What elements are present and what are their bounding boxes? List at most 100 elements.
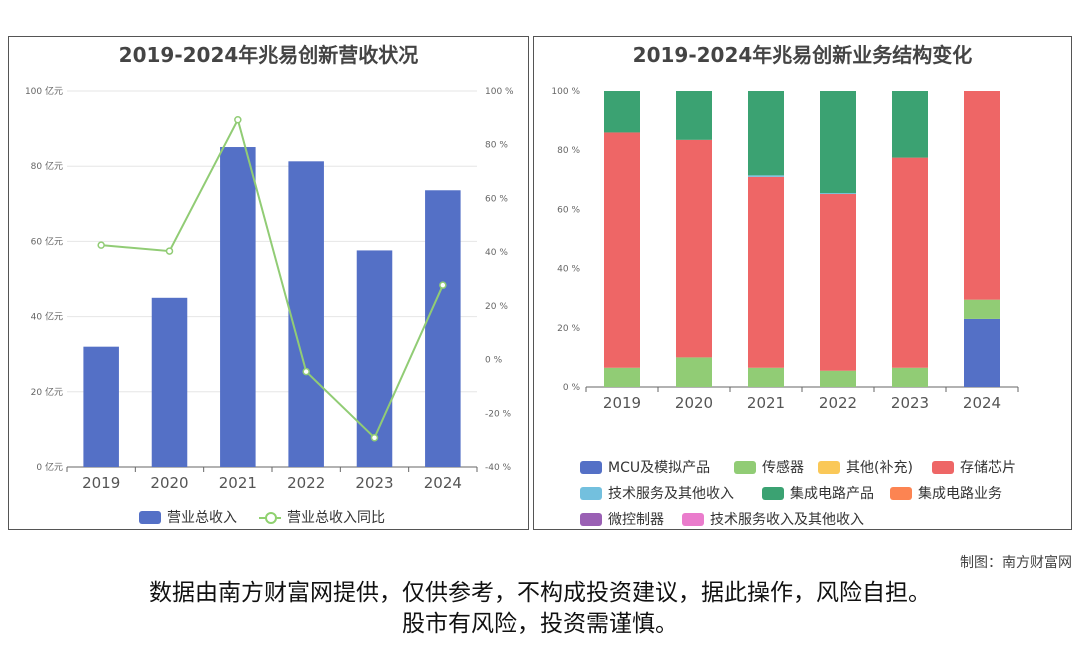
x-tick-label: 2022 — [819, 394, 857, 412]
stacked-bar-segment — [676, 139, 712, 358]
revenue-bar — [356, 250, 393, 467]
revenue-yoy-point — [302, 367, 310, 376]
revenue-bar — [151, 297, 188, 467]
legend-label-revenue: 营业总收入 — [167, 510, 237, 526]
legend-label: 其他(补充) — [846, 460, 913, 476]
legend-swatch — [734, 460, 756, 474]
revenue-yoy-point — [439, 281, 447, 289]
legend-item[interactable]: 其他(补充) — [818, 457, 913, 477]
stacked-bar-segment — [604, 91, 640, 133]
legend-label: 集成电路产品 — [790, 486, 874, 502]
legend-swatch-revenue-yoy — [259, 511, 281, 524]
y-right-tick-label: 0 % — [485, 356, 503, 366]
x-tick-label: 2020 — [675, 394, 713, 412]
y-right-tick-label: 60 % — [485, 194, 508, 204]
legend-swatch — [890, 486, 912, 500]
legend-item[interactable]: 传感器 — [734, 457, 804, 477]
disclaimer: 数据由南方财富网提供，仅供参考，不构成投资建议，据此操作，风险自担。 股市有风险… — [0, 578, 1080, 640]
legend-item[interactable]: MCU及模拟产品 — [580, 457, 710, 477]
stacked-bar-segment — [604, 367, 640, 387]
legend-item[interactable]: 技术服务收入及其他收入 — [682, 509, 864, 529]
y-left-tick-label: 40 亿元 — [31, 311, 63, 323]
stacked-bar-segment — [676, 357, 712, 387]
y-tick-label: 40 % — [557, 265, 580, 275]
structure-chart-plot: 0 % 20 % 40 % 60 % 80 % 100 % 2019 2020 2021 2022… — [551, 87, 1019, 412]
x-tick-label: 2021 — [747, 394, 785, 412]
legend-item[interactable]: 技术服务及其他收入 — [580, 483, 734, 503]
y-left-tick-label: 80 亿元 — [31, 160, 63, 172]
legend-label: 存储芯片 — [960, 460, 1016, 476]
y-right-tick-label: 20 % — [485, 302, 508, 312]
legend-item-revenue[interactable]: 营业总收入 — [139, 507, 237, 527]
structure-chart-title: 2019-2024年兆易创新业务结构变化 — [632, 43, 973, 67]
legend-swatch — [762, 486, 784, 500]
stacked-bar-segment — [748, 367, 784, 387]
legend-item[interactable]: 集成电路业务 — [890, 483, 1002, 503]
revenue-bar — [83, 346, 119, 467]
revenue-bar — [425, 190, 461, 467]
x-tick-label: 2019 — [82, 474, 120, 492]
disclaimer-line-2: 股市有风险，投资需谨慎。 — [402, 611, 678, 637]
y-tick-label: 100 % — [551, 87, 580, 97]
x-tick-label: 2024 — [963, 394, 1001, 412]
stacked-bar-segment — [964, 91, 1000, 300]
x-tick-label: 2019 — [603, 394, 641, 412]
legend-label: 微控制器 — [608, 512, 664, 528]
y-left-tick-label: 20 亿元 — [31, 386, 63, 398]
y-tick-label: 60 % — [557, 205, 580, 215]
legend-label: 技术服务收入及其他收入 — [710, 512, 864, 528]
stacked-bar-segment — [820, 194, 856, 371]
y-right-tick-label: 80 % — [485, 141, 508, 151]
y-left-tick-label: 0 亿元 — [36, 461, 63, 473]
legend-item[interactable]: 微控制器 — [580, 509, 664, 529]
legend-item[interactable]: 集成电路产品 — [762, 483, 874, 503]
legend-swatch — [682, 512, 704, 526]
revenue-yoy-line — [101, 117, 444, 440]
stacked-bar-segment — [892, 367, 928, 387]
stacked-bar-segment — [964, 318, 1000, 387]
x-tick-label: 2022 — [287, 474, 325, 492]
stacked-bar-segment — [748, 175, 784, 177]
x-tick-label: 2023 — [891, 394, 929, 412]
legend-label: 集成电路业务 — [918, 486, 1002, 502]
legend-item-revenue-yoy[interactable]: 营业总收入同比 — [259, 507, 385, 527]
stacked-bar-segment — [748, 176, 784, 368]
revenue-chart-plot: 0 亿元 20 亿元 40 亿元 60 亿元 80 亿元 100 亿元 -40 % -20 %… — [25, 85, 514, 492]
revenue-chart-panel: 2019-2024年兆易创新营收状况 0 亿元 20 亿元 40 亿元 60 亿元 80… — [8, 36, 529, 530]
revenue-yoy-point — [370, 433, 379, 442]
y-left-tick-label: 100 亿元 — [25, 85, 63, 97]
stacked-bar-segment — [820, 370, 856, 387]
x-tick-label: 2020 — [150, 474, 188, 492]
legend-swatch-revenue — [139, 510, 161, 524]
stacked-bar-segment — [964, 299, 1000, 319]
chart-credit: 制图：南方财富网 — [960, 555, 1072, 571]
stacked-bar-segment — [892, 157, 928, 368]
y-right-tick-label: 100 % — [485, 87, 514, 97]
legend-item[interactable]: 存储芯片 — [932, 457, 1016, 477]
legend-swatch — [580, 512, 602, 526]
y-tick-label: 20 % — [557, 324, 580, 334]
revenue-bar — [288, 161, 324, 467]
y-tick-label: 0 % — [563, 383, 581, 393]
y-right-tick-label: -20 % — [485, 409, 512, 419]
y-tick-label: 80 % — [557, 146, 580, 156]
revenue-yoy-point — [165, 247, 174, 255]
y-left-tick-label: 60 亿元 — [31, 235, 63, 247]
x-tick-label: 2023 — [355, 474, 393, 492]
revenue-yoy-point — [234, 115, 242, 124]
revenue-yoy-point — [97, 241, 105, 249]
revenue-chart-title: 2019-2024年兆易创新营收状况 — [118, 43, 419, 67]
x-tick-label: 2024 — [424, 474, 462, 492]
x-tick-label: 2021 — [219, 474, 257, 492]
stacked-bar-segment — [676, 91, 712, 140]
revenue-bar — [220, 147, 256, 468]
stacked-bar-segment — [892, 91, 928, 158]
stacked-bar-segment — [748, 91, 784, 176]
stacked-bar-segment — [820, 91, 856, 194]
legend-label-revenue-yoy: 营业总收入同比 — [287, 510, 385, 526]
legend-swatch — [580, 486, 602, 500]
legend-swatch — [580, 460, 602, 474]
legend-label: 传感器 — [762, 460, 804, 476]
legend-swatch — [932, 460, 954, 474]
structure-chart-panel: 2019-2024年兆易创新业务结构变化 0 % 20 % 40 % 60 % 80 %… — [533, 36, 1072, 530]
